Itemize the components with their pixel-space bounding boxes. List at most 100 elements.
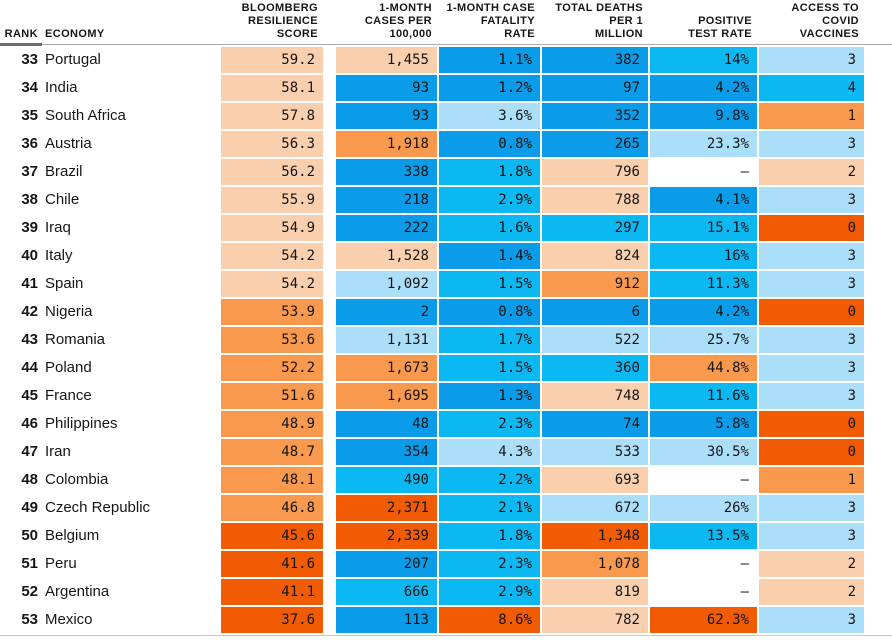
data-cell-vaccines: 3 (759, 607, 864, 633)
data-cell-score: 48.7 (221, 439, 323, 465)
data-cell-vaccines: 1 (759, 103, 864, 129)
data-cell-cases: 113 (336, 607, 437, 633)
data-cell-cases: 2,371 (336, 495, 437, 521)
row-rank: 50 (21, 527, 38, 544)
data-cell-positive: 15.1% (650, 215, 757, 241)
table-row: 39 Iraq 54.9 222 1.6% 297 15.1% 0 (0, 215, 892, 241)
vaccines-column-header: ACCESS TO COVID VACCINES (791, 2, 859, 40)
data-cell-vaccines: 3 (759, 187, 864, 213)
data-cell-score: 54.2 (221, 271, 323, 297)
economy-column-header: ECONOMY (45, 28, 105, 40)
data-cell-deaths: 819 (542, 579, 648, 605)
fatality-column-header: 1-MONTH CASE FATALITY RATE (446, 2, 535, 40)
data-cell-deaths: 533 (542, 439, 648, 465)
data-cell-positive: – (650, 159, 757, 185)
row-rank: 40 (21, 247, 38, 264)
data-cell-vaccines: 3 (759, 383, 864, 409)
data-cell-positive: 44.8% (650, 355, 757, 381)
row-rank: 46 (21, 415, 38, 432)
row-economy: Mexico (45, 611, 93, 628)
data-cell-positive: 5.8% (650, 411, 757, 437)
row-rank: 49 (21, 499, 38, 516)
data-cell-cases: 207 (336, 551, 437, 577)
data-cell-vaccines: 3 (759, 271, 864, 297)
rank-column-header: RANK (4, 28, 38, 40)
data-cell-fatality: 0.8% (439, 299, 540, 325)
row-rank: 44 (21, 359, 38, 376)
data-cell-fatality: 4.3% (439, 439, 540, 465)
row-rank: 35 (21, 107, 38, 124)
data-cell-vaccines: 3 (759, 495, 864, 521)
data-cell-deaths: 522 (542, 327, 648, 353)
data-cell-fatality: 1.4% (439, 243, 540, 269)
row-economy: India (45, 79, 78, 96)
data-cell-cases: 1,528 (336, 243, 437, 269)
data-cell-vaccines: 2 (759, 579, 864, 605)
data-cell-score: 52.2 (221, 355, 323, 381)
data-cell-positive: 11.3% (650, 271, 757, 297)
table-row: 35 South Africa 57.8 93 3.6% 352 9.8% 1 (0, 103, 892, 129)
data-cell-fatality: 2.2% (439, 467, 540, 493)
data-cell-cases: 93 (336, 75, 437, 101)
data-cell-score: 37.6 (221, 607, 323, 633)
data-cell-fatality: 1.5% (439, 355, 540, 381)
table-row: 48 Colombia 48.1 490 2.2% 693–1 (0, 467, 892, 493)
data-cell-score: 54.2 (221, 243, 323, 269)
data-cell-vaccines: 3 (759, 355, 864, 381)
row-economy: Nigeria (45, 303, 93, 320)
table-row: 52 Argentina 41.1 666 2.9% 819–2 (0, 579, 892, 605)
data-cell-positive: 4.2% (650, 299, 757, 325)
data-cell-score: 56.3 (221, 131, 323, 157)
table-row: 47 Iran 48.7 354 4.3% 533 30.5% 0 (0, 439, 892, 465)
data-cell-score: 48.9 (221, 411, 323, 437)
data-cell-positive: – (650, 579, 757, 605)
data-cell-deaths: 782 (542, 607, 648, 633)
row-economy: Romania (45, 331, 106, 348)
data-cell-deaths: 824 (542, 243, 648, 269)
data-cell-deaths: 672 (542, 495, 648, 521)
data-cell-vaccines: 1 (759, 467, 864, 493)
row-economy: Peru (45, 555, 77, 572)
data-cell-score: 46.8 (221, 495, 323, 521)
data-cell-deaths: 297 (542, 215, 648, 241)
data-cell-positive: 62.3% (650, 607, 757, 633)
data-cell-fatality: 1.8% (439, 523, 540, 549)
data-cell-cases: 666 (336, 579, 437, 605)
data-cell-positive: 30.5% (650, 439, 757, 465)
data-cell-fatality: 0.8% (439, 131, 540, 157)
table-row: 43 Romania 53.6 1,131 1.7% 522 25.7% 3 (0, 327, 892, 353)
data-cell-score: 57.8 (221, 103, 323, 129)
cases-column-header: 1-MONTH CASES PER 100,000 (364, 2, 432, 40)
row-economy: South Africa (45, 107, 126, 124)
data-cell-deaths: 6 (542, 299, 648, 325)
data-cell-score: 41.6 (221, 551, 323, 577)
data-cell-cases: 48 (336, 411, 437, 437)
data-cell-positive: 11.6% (650, 383, 757, 409)
table-row: 51 Peru 41.6 207 2.3% 1,078–2 (0, 551, 892, 577)
data-cell-cases: 1,131 (336, 327, 437, 353)
data-cell-fatality: 1.6% (439, 215, 540, 241)
data-cell-score: 51.6 (221, 383, 323, 409)
data-cell-cases: 490 (336, 467, 437, 493)
row-economy: Portugal (45, 51, 101, 68)
data-cell-fatality: 1.5% (439, 271, 540, 297)
table-row: 50 Belgium 45.6 2,339 1.8% 1,348 13.5% 3 (0, 523, 892, 549)
data-cell-vaccines: 2 (759, 551, 864, 577)
row-rank: 39 (21, 219, 38, 236)
data-cell-positive: 9.8% (650, 103, 757, 129)
data-cell-positive: – (650, 551, 757, 577)
row-rank: 37 (21, 163, 38, 180)
table-row: 49 Czech Republic 46.8 2,371 2.1% 672 26% 3 (0, 495, 892, 521)
row-rank: 34 (21, 79, 38, 96)
row-rank: 36 (21, 135, 38, 152)
row-economy: Argentina (45, 583, 110, 600)
data-cell-fatality: 2.1% (439, 495, 540, 521)
row-economy: Iraq (45, 219, 71, 236)
table-row: 34 India 58.1 93 1.2% 97 4.2% 4 (0, 75, 892, 101)
row-rank: 53 (21, 611, 38, 628)
data-cell-cases: 2,339 (336, 523, 437, 549)
data-cell-deaths: 1,078 (542, 551, 648, 577)
data-cell-positive: 25.7% (650, 327, 757, 353)
table-row: 46 Philippines 48.9 48 2.3% 74 5.8% 0 (0, 411, 892, 437)
